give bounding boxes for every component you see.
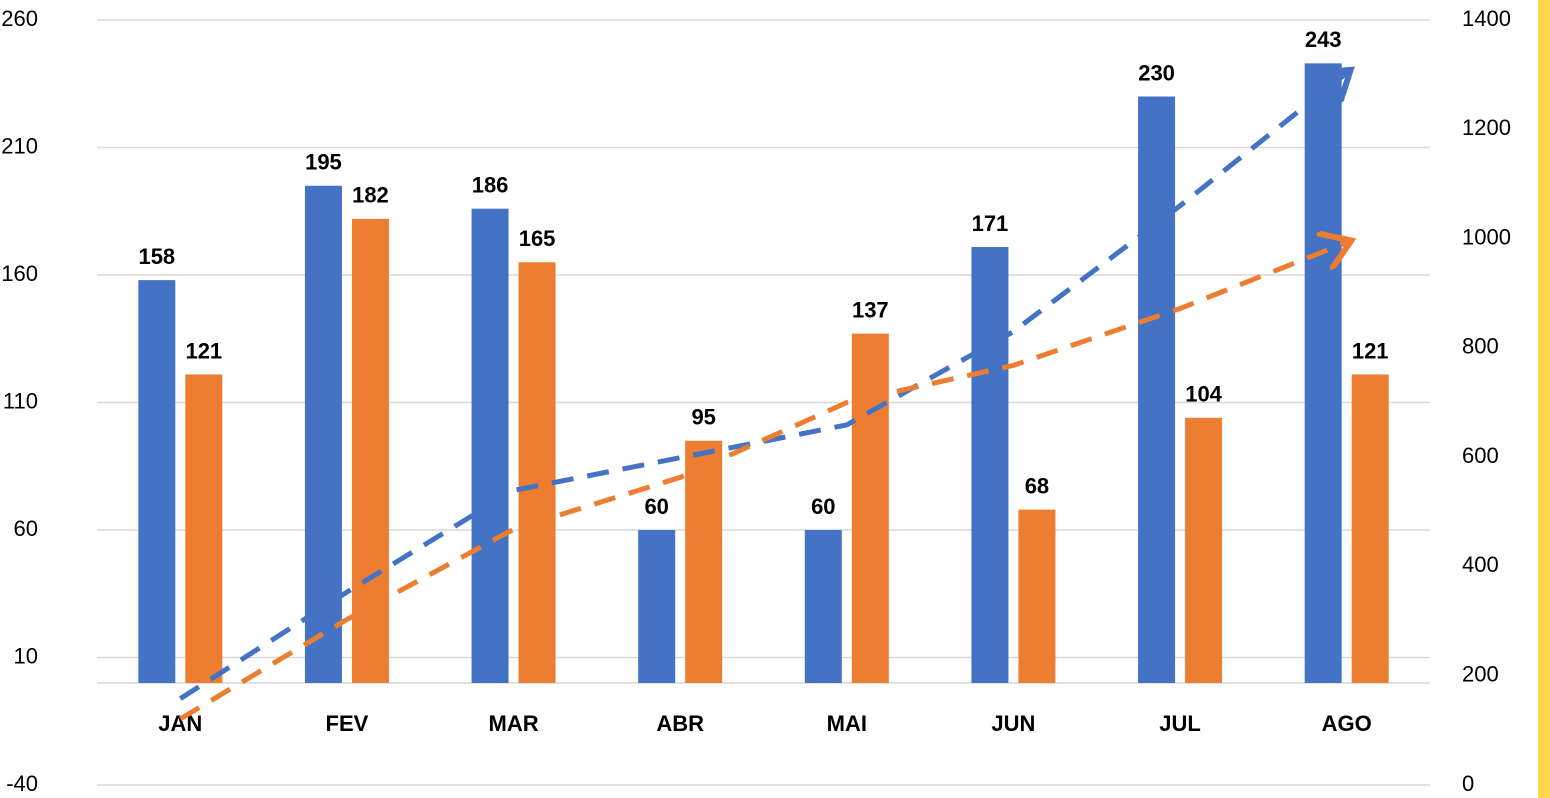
x-tick-label: JUL	[1159, 711, 1201, 736]
x-tick-label: MAR	[489, 711, 539, 736]
y-tick-label: 60	[14, 516, 38, 541]
data-label: 186	[472, 173, 509, 198]
bar	[185, 374, 223, 683]
bar	[1304, 63, 1342, 684]
data-label: 121	[1352, 338, 1389, 363]
bar	[1185, 417, 1223, 683]
y2-tick-label: 1000	[1462, 224, 1511, 249]
data-label: 137	[852, 297, 889, 322]
data-label: 165	[519, 226, 556, 251]
x-tick-label: AGO	[1322, 711, 1372, 736]
data-label: 104	[1185, 382, 1222, 407]
data-label: 171	[972, 211, 1009, 236]
data-label: 195	[305, 150, 342, 175]
side-strip	[1538, 0, 1550, 798]
x-tick-label: JAN	[158, 711, 202, 736]
data-label: 121	[185, 338, 222, 363]
bar	[685, 440, 723, 683]
x-tick-label: JUN	[991, 711, 1035, 736]
bar	[1138, 96, 1176, 683]
bar	[1018, 509, 1056, 683]
data-label: 68	[1025, 473, 1049, 498]
y-tick-label: 260	[1, 6, 38, 31]
bar	[1351, 374, 1389, 683]
y2-tick-label: 0	[1462, 771, 1474, 796]
bar	[138, 280, 176, 683]
data-label: 60	[644, 494, 668, 519]
bar	[351, 218, 389, 683]
bar	[971, 246, 1009, 683]
y-tick-label: 210	[1, 133, 38, 158]
bar	[518, 262, 556, 683]
y2-tick-label: 800	[1462, 334, 1499, 359]
x-tick-label: ABR	[656, 711, 704, 736]
bar	[851, 333, 889, 683]
bar	[804, 530, 842, 683]
y-tick-label: 10	[14, 643, 38, 668]
data-label: 95	[691, 405, 715, 430]
y-tick-label: 110	[3, 388, 38, 413]
y-tick-label: -40	[6, 771, 38, 796]
trend-line	[178, 73, 1346, 701]
data-label: 158	[138, 244, 175, 269]
data-label: 60	[811, 494, 835, 519]
data-label: 230	[1138, 60, 1175, 85]
y2-tick-label: 400	[1462, 552, 1499, 577]
x-tick-label: MAI	[827, 711, 867, 736]
data-label: 243	[1305, 27, 1342, 52]
bar	[304, 185, 342, 683]
x-tick-label: FEV	[326, 711, 369, 736]
y2-tick-label: 1200	[1462, 115, 1511, 140]
y2-tick-label: 1400	[1462, 6, 1511, 31]
bar	[638, 530, 676, 683]
data-label: 182	[352, 183, 389, 208]
bar	[471, 208, 509, 683]
y-tick-label: 160	[1, 261, 38, 286]
trend-line	[179, 242, 1346, 722]
y2-tick-label: 600	[1462, 443, 1499, 468]
y2-tick-label: 200	[1462, 662, 1499, 687]
